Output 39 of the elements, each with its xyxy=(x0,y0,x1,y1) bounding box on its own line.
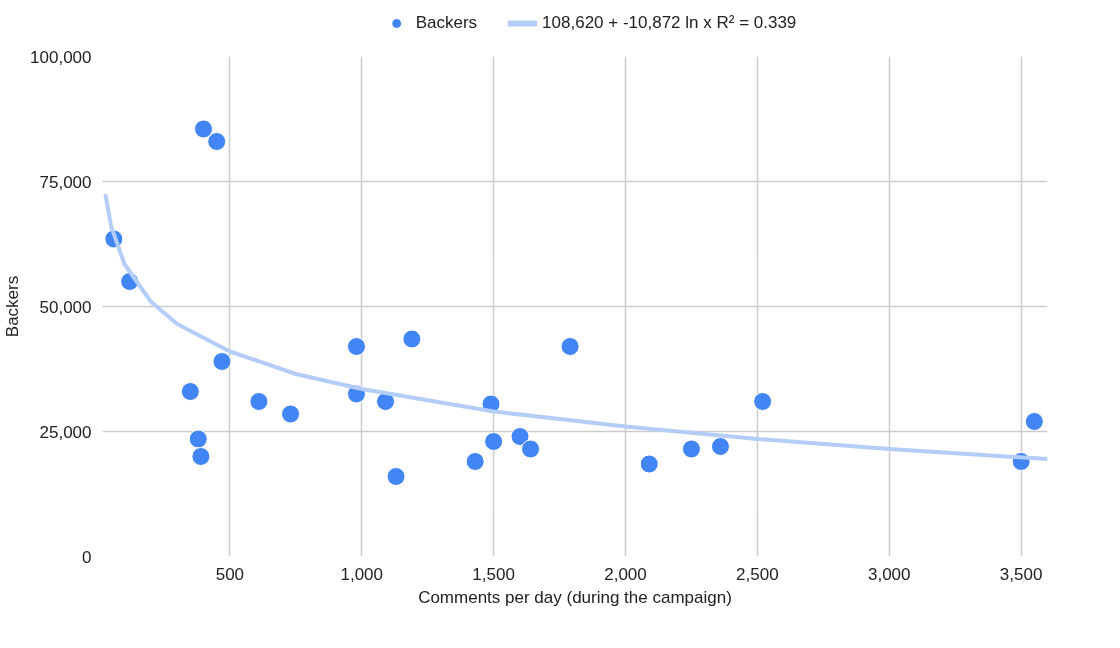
point xyxy=(521,439,541,459)
x-axis-title: Comments per day (during the campaign) xyxy=(418,587,732,607)
point xyxy=(386,467,406,486)
point xyxy=(710,437,730,456)
point xyxy=(207,132,227,151)
x-tick-label: 3,000 xyxy=(867,564,911,584)
point xyxy=(212,352,232,371)
point xyxy=(402,329,422,349)
point xyxy=(510,427,530,446)
y-tick-label: 100,000 xyxy=(30,47,92,67)
y-tick-label: 0 xyxy=(82,547,92,567)
point xyxy=(194,119,214,139)
point xyxy=(249,392,269,411)
line-series xyxy=(103,192,1048,461)
point xyxy=(681,439,701,459)
x-tick-label: 2,500 xyxy=(736,564,779,584)
x-tick-label: 1,000 xyxy=(340,564,384,584)
point xyxy=(376,392,395,411)
point xyxy=(465,452,485,471)
point xyxy=(281,404,301,424)
point xyxy=(191,447,211,466)
point xyxy=(180,382,200,401)
y-tick-label: 75,000 xyxy=(39,172,92,192)
legend-label: 108,620 + -10,872 ln x R² = 0.339 xyxy=(542,13,797,33)
y-tick-label: 25,000 xyxy=(39,422,92,442)
x-tick-label: 3,500 xyxy=(999,564,1043,584)
x-tick-label: 500 xyxy=(215,564,245,584)
point xyxy=(1024,412,1044,431)
y-axis-title: Backers xyxy=(3,275,23,338)
point xyxy=(188,429,208,449)
point xyxy=(639,454,659,474)
y-tick-label: 50,000 xyxy=(39,297,92,317)
point xyxy=(753,392,773,411)
point xyxy=(484,432,504,451)
legend-label: Backers xyxy=(415,13,478,33)
x-tick-label: 1,500 xyxy=(472,564,515,584)
x-tick-label: 2,000 xyxy=(604,564,647,584)
point xyxy=(560,337,580,356)
point xyxy=(346,337,366,356)
